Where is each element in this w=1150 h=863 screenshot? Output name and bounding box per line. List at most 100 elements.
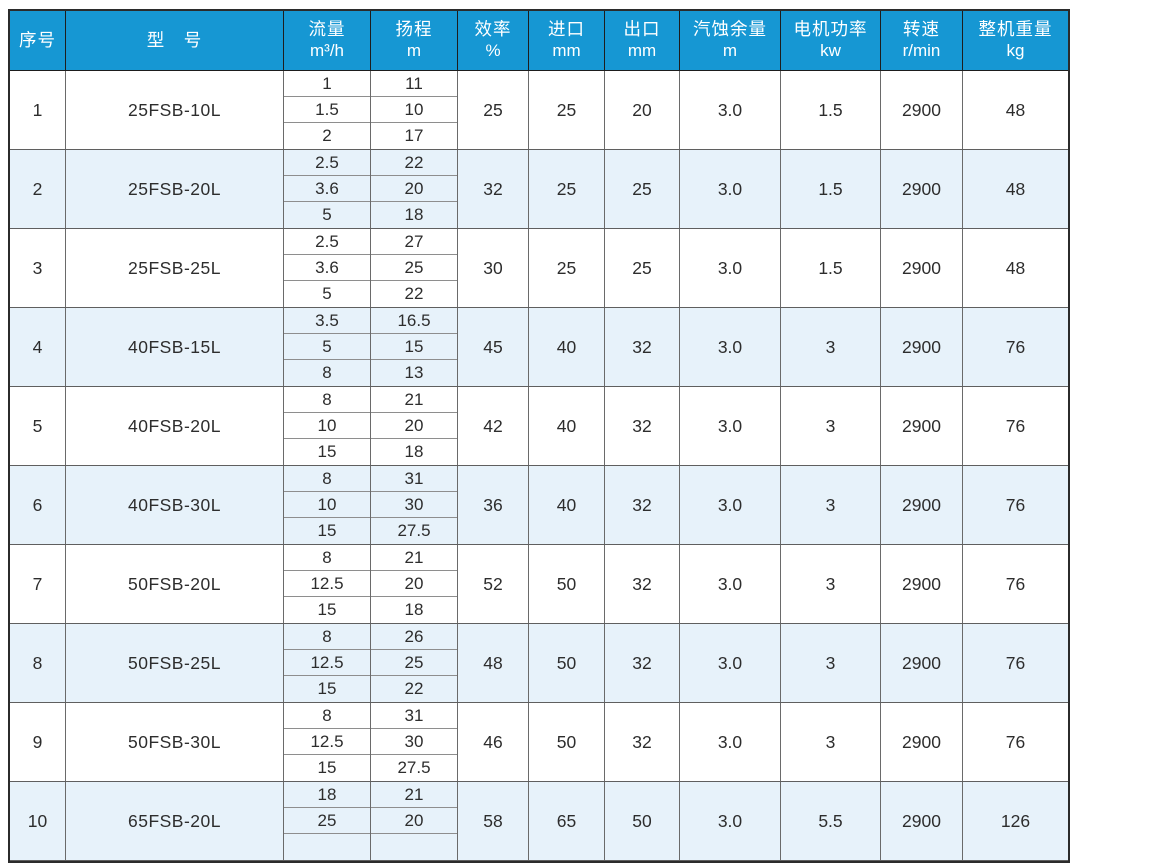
npsh-cell: 3.0 (680, 308, 781, 386)
flow-value: 3.6 (284, 176, 370, 202)
header-label: 转速 (903, 19, 940, 40)
header-cell-weight: 整机重量 kg (963, 11, 1068, 70)
header-label: 序号 (19, 29, 56, 50)
speed-value: 2900 (902, 810, 941, 831)
flow-value: 12.5 (284, 729, 370, 755)
model-value: 40FSB-15L (127, 336, 222, 357)
flow-cell: 18 25 (284, 782, 371, 860)
weight-value: 76 (1005, 731, 1026, 752)
header-label: 效率 (474, 19, 512, 40)
model-cell: 65FSB-20L (66, 782, 284, 860)
table-row: 10 65FSB-20L 18 25 21 20 58 65 50 3.0 5.… (10, 782, 1068, 861)
header-unit: r/min (902, 40, 941, 60)
inlet-value: 50 (556, 573, 577, 594)
table-row: 3 25FSB-25L 2.5 3.6 5 27 25 22 30 25 25 … (10, 229, 1068, 308)
efficiency-cell: 30 (458, 229, 529, 307)
header-cell-motor-power: 电机功率 kw (781, 11, 881, 70)
speed-value: 2900 (902, 257, 941, 278)
serial-cell: 4 (10, 308, 66, 386)
model-cell: 25FSB-10L (66, 71, 284, 149)
efficiency-value: 42 (483, 415, 503, 436)
model-value: 50FSB-25L (127, 652, 222, 673)
table-row: 2 25FSB-20L 2.5 3.6 5 22 20 18 32 25 25 … (10, 150, 1068, 229)
model-cell: 25FSB-20L (66, 150, 284, 228)
outlet-value: 25 (632, 257, 652, 278)
motor-power-value: 1.5 (818, 99, 843, 120)
model-cell: 50FSB-30L (66, 703, 284, 781)
efficiency-value: 48 (483, 652, 503, 673)
weight-value: 76 (1005, 336, 1026, 357)
motor-power-cell: 3 (781, 387, 881, 465)
table-row: 6 40FSB-30L 8 10 15 31 30 27.5 36 40 32 … (10, 466, 1068, 545)
speed-value: 2900 (902, 573, 941, 594)
efficiency-cell: 58 (458, 782, 529, 860)
header-label: 汽蚀余量 (693, 19, 767, 40)
inlet-cell: 65 (529, 782, 605, 860)
serial-cell: 5 (10, 387, 66, 465)
serial-value: 8 (32, 652, 43, 673)
weight-cell: 76 (963, 308, 1068, 386)
serial-cell: 6 (10, 466, 66, 544)
flow-cell: 3.5 5 8 (284, 308, 371, 386)
table-row: 5 40FSB-20L 8 10 15 21 20 18 42 40 32 3.… (10, 387, 1068, 466)
head-value: 31 (371, 466, 457, 492)
npsh-value: 3.0 (717, 652, 743, 673)
flow-value (284, 834, 370, 860)
flow-cell: 8 12.5 15 (284, 703, 371, 781)
flow-cell: 8 10 15 (284, 466, 371, 544)
head-cell: 16.5 15 13 (371, 308, 458, 386)
header-unit: % (485, 40, 501, 60)
header-unit: m³/h (310, 40, 344, 60)
model-cell: 50FSB-25L (66, 624, 284, 702)
motor-power-cell: 5.5 (781, 782, 881, 860)
npsh-value: 3.0 (717, 336, 743, 357)
flow-cell: 8 12.5 15 (284, 624, 371, 702)
inlet-value: 50 (556, 731, 577, 752)
model-value: 50FSB-20L (127, 573, 222, 594)
flow-value: 15 (317, 600, 337, 619)
flow-value: 5 (284, 334, 370, 360)
flow-value: 8 (284, 545, 370, 571)
weight-cell: 48 (963, 150, 1068, 228)
weight-value: 126 (1000, 810, 1031, 831)
speed-cell: 2900 (881, 545, 963, 623)
serial-cell: 1 (10, 71, 66, 149)
efficiency-value: 25 (483, 99, 503, 120)
header-cell-flow: 流量 m³/h (284, 11, 371, 70)
weight-cell: 76 (963, 545, 1068, 623)
efficiency-value: 58 (483, 810, 503, 831)
head-value: 30 (371, 729, 457, 755)
head-value: 20 (371, 176, 457, 202)
model-value: 65FSB-20L (127, 810, 222, 831)
motor-power-value: 3 (825, 415, 836, 436)
motor-power-value: 3 (825, 731, 836, 752)
head-cell: 21 20 (371, 782, 458, 860)
head-value: 27.5 (397, 758, 431, 777)
motor-power-cell: 3 (781, 703, 881, 781)
outlet-value: 32 (632, 494, 652, 515)
header-cell-outlet: 出口 mm (605, 11, 680, 70)
weight-cell: 76 (963, 624, 1068, 702)
efficiency-value: 32 (483, 178, 503, 199)
motor-power-value: 5.5 (818, 810, 843, 831)
head-value: 10 (371, 97, 457, 123)
speed-cell: 2900 (881, 308, 963, 386)
inlet-value: 40 (556, 415, 577, 436)
inlet-cell: 50 (529, 545, 605, 623)
flow-value: 15 (317, 758, 337, 777)
weight-cell: 126 (963, 782, 1068, 860)
header-label: 型 号 (146, 29, 203, 50)
motor-power-cell: 1.5 (781, 229, 881, 307)
serial-value: 5 (32, 415, 43, 436)
npsh-value: 3.0 (717, 415, 743, 436)
header-label: 电机功率 (793, 19, 868, 40)
efficiency-value: 45 (483, 336, 503, 357)
speed-value: 2900 (902, 99, 941, 120)
head-value: 11 (371, 71, 457, 97)
speed-value: 2900 (902, 415, 941, 436)
inlet-value: 25 (556, 178, 577, 199)
outlet-cell: 32 (605, 466, 680, 544)
model-cell: 50FSB-20L (66, 545, 284, 623)
npsh-value: 3.0 (717, 810, 743, 831)
outlet-cell: 32 (605, 624, 680, 702)
